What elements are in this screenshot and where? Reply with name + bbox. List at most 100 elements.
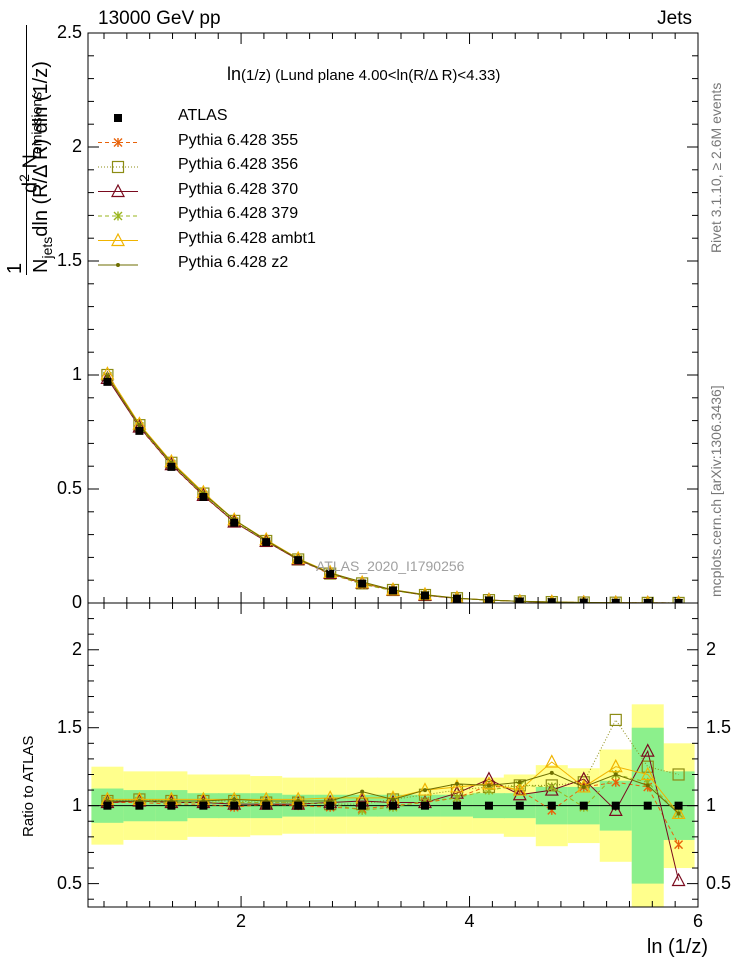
side-mcplots: mcplots.cern.ch [arXiv:1306.3436] [708, 385, 724, 597]
ratio-pythia-6-428-z2-point [232, 797, 237, 802]
x-tick-label: 2 [236, 911, 247, 931]
ratio-pythia-6-428-356-point [609, 713, 622, 727]
ratio-pythia-6-428-356-point [641, 760, 654, 773]
atlas-ratio-point [230, 801, 239, 810]
atlas-data-point [515, 597, 524, 603]
atlas-data-point [420, 591, 429, 600]
legend-marker [111, 160, 125, 174]
main-y-tick-label: 0.5 [56, 478, 82, 498]
atlas-ratio-point [135, 801, 144, 810]
atlas-data-point [294, 556, 303, 565]
ratio-pythia-6-428-ambt1-point [449, 779, 464, 793]
legend-label: Pythia 6.428 356 [178, 156, 299, 173]
atlas-data-point [262, 538, 271, 547]
main-pythia-6-428-z2-point [137, 423, 142, 428]
side-rivet: Rivet 3.1.10, ≥ 2.6M events [708, 82, 724, 253]
ratio-pythia-6-428-ambt1-point [512, 782, 527, 796]
legend-label: Pythia 6.428 379 [178, 205, 299, 222]
legend [98, 114, 138, 267]
ratio-pythia-6-428-355-point [674, 840, 684, 850]
main-y-tick-label: 1 [71, 364, 82, 384]
ratio-pythia-6-428-ambt1-point [481, 776, 496, 790]
atlas-data-point [103, 377, 112, 386]
x-tick-label: 6 [692, 911, 704, 931]
legend-marker [113, 211, 123, 221]
main-pythia-6-428-z2-point [105, 374, 110, 379]
x-axis-label: ln (1/z) [646, 936, 708, 958]
ratio-y-tick-label-left: 0.5 [56, 872, 82, 893]
ratio-pythia-6-428-ambt1-point [608, 758, 623, 773]
main-y-tick-label: 0 [71, 592, 82, 612]
atlas-data-point [674, 598, 683, 603]
main-y-tick-label: 2 [71, 136, 82, 156]
ratio-pythia-6-428-370-point [576, 771, 591, 785]
legend-marker [113, 138, 123, 147]
ratio-pythia-6-428-ambt1-point [640, 766, 655, 781]
ratio-y-tick-label-left: 1 [71, 794, 82, 815]
ylabel-one: 1 [4, 262, 26, 274]
atlas-ratio-point [358, 801, 367, 810]
main-ylabel: 1 [4, 263, 26, 274]
atlas-ratio-point [103, 801, 112, 810]
ratio-pythia-6-428-370-point [640, 743, 655, 757]
main-y-tick-label: 2.5 [56, 22, 82, 42]
atlas-data-point [643, 598, 652, 603]
axis-ticks [88, 32, 698, 907]
atlas-data-point [167, 462, 176, 471]
atlas-ratio-point [452, 801, 461, 810]
atlas-ratio-point [643, 801, 652, 810]
ratio-pythia-6-428-z2-point [517, 780, 522, 785]
ratio-y-tick-label-right: 1 [706, 794, 717, 815]
ratio-pythia-6-428-ambt1-point [544, 754, 559, 768]
ratio-y-tick-label-right: 0.5 [706, 872, 732, 893]
atlas-data-point [358, 579, 367, 588]
ratio-pythia-6-428-370-point [671, 872, 686, 887]
ratio-ylabel: Ratio to ATLAS [20, 735, 37, 837]
atlas-ratio-point [547, 801, 556, 810]
ratio-pythia-6-428-379-point [452, 793, 462, 803]
atlas-ratio-point [420, 801, 429, 810]
atlas-ratio-point [199, 801, 208, 810]
ratio-pythia-6-428-379-point [547, 782, 557, 792]
main-ylabel-denominator: Njetsdln (R/Δ R) dln (1/z) [30, 61, 55, 273]
legend-label: ATLAS [178, 107, 228, 124]
atlas-data-point [484, 596, 493, 603]
ratio-pythia-6-428-z2-point [581, 784, 586, 789]
legend-label: Pythia 6.428 ambt1 [178, 229, 316, 247]
ratio-pythia-6-428-z2-point [645, 783, 650, 788]
plot-title: ln(1/z) (Lund plane 4.00<ln(R/Δ R)<4.33) [227, 64, 500, 85]
atlas-data-point [547, 598, 556, 603]
legend-label: Pythia 6.428 z2 [178, 254, 289, 271]
ratio-y-tick-label-right: 2 [706, 638, 717, 659]
ylabel-den-rest: dln (R/Δ R) dln (1/z) [30, 61, 52, 237]
header-right: Jets [657, 8, 692, 29]
ratio-pythia-6-428-z2-point [360, 789, 365, 794]
atlas-data-point [452, 594, 461, 603]
ratio-pythia-6-428-z2-point [549, 770, 554, 775]
ylabel-den-n: N [30, 258, 52, 273]
atlas-ratio-point [389, 801, 397, 810]
atlas-ratio-point [326, 801, 335, 810]
atlas-ratio-point [674, 801, 683, 810]
legend-marker [111, 183, 125, 198]
legend-marker [114, 114, 122, 122]
ratio-pythia-6-428-z2-point [391, 797, 395, 802]
atlas-ratio-point [611, 801, 620, 810]
ratio-y-tick-label-left: 1.5 [56, 716, 82, 737]
legend-label: Pythia 6.428 370 [178, 180, 299, 198]
atlas-ratio-point [167, 801, 176, 810]
main-y-tick-label: 1.5 [56, 250, 82, 270]
watermark: ATLAS_2020_I1790256 [316, 558, 465, 574]
plot-title-rest: (1/z) (Lund plane 4.00<ln(R/Δ R)<4.33) [241, 67, 501, 84]
ratio-pythia-6-428-ambt1-point [671, 805, 686, 820]
ratio-pythia-6-428-z2-point [454, 781, 459, 786]
atlas-data-point [135, 426, 144, 435]
atlas-ratio-point [294, 801, 303, 810]
atlas-data-point [389, 586, 397, 595]
ratio-series [100, 713, 686, 887]
x-tick-label: 4 [464, 911, 475, 931]
ratio-pythia-6-428-z2-point [486, 783, 491, 788]
ratio-y-tick-label-right: 1.5 [706, 716, 732, 737]
ratio-pythia-6-428-355-point [611, 777, 621, 787]
